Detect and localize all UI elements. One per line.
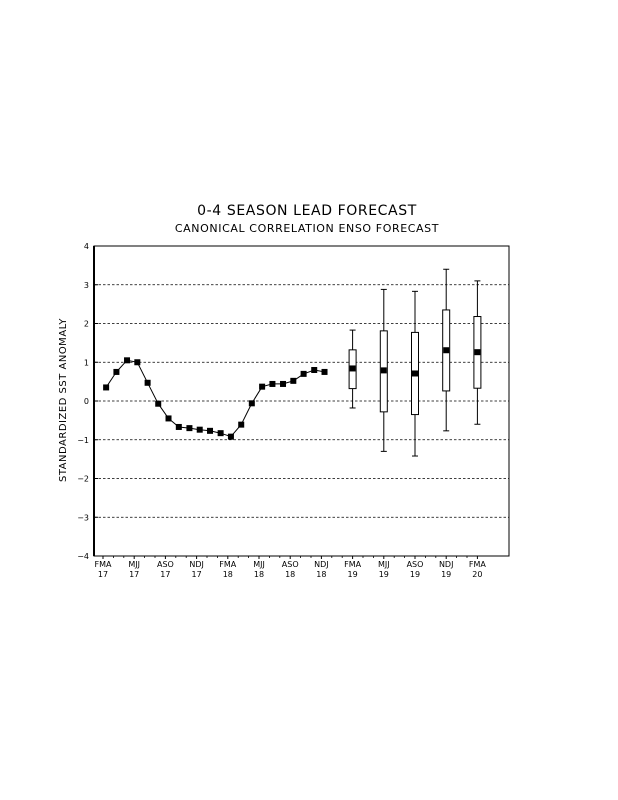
observed-point xyxy=(165,415,172,422)
x-tick-label-year: 17 xyxy=(160,570,170,579)
observed-point xyxy=(269,380,276,387)
x-tick-label-season: FMA xyxy=(95,560,113,569)
y-tick-label: 2 xyxy=(84,320,89,329)
chart-title: 0-4 SEASON LEAD FORECAST xyxy=(197,203,417,219)
observed-point xyxy=(259,383,266,390)
x-tick-label-season: FMA xyxy=(469,560,487,569)
y-tick-label: 0 xyxy=(84,397,89,406)
forecast-mean xyxy=(412,370,418,377)
x-tick-label-year: 19 xyxy=(441,570,451,579)
chart-subtitle: CANONICAL CORRELATION ENSO FORECAST xyxy=(175,222,439,235)
observed-point xyxy=(238,421,245,428)
x-tick-label-year: 18 xyxy=(285,570,295,579)
observed-point xyxy=(155,400,162,407)
axes: −4−3−2−101234FMA17MJJ17ASO17NDJ17FMA18MJ… xyxy=(77,242,510,579)
observed-point xyxy=(321,368,328,375)
observed-point xyxy=(290,377,297,384)
x-tick-label-season: MJJ xyxy=(253,560,265,569)
observed-point xyxy=(217,430,224,437)
observed-point xyxy=(144,379,151,386)
x-tick-label-year: 19 xyxy=(379,570,389,579)
observed-point xyxy=(103,384,110,391)
x-tick-label-year: 19 xyxy=(410,570,420,579)
forecast-mean xyxy=(443,347,450,354)
observed-line xyxy=(105,359,325,438)
gridlines xyxy=(94,284,509,518)
y-tick-label: −2 xyxy=(77,475,89,484)
x-tick-label-season: MJJ xyxy=(378,560,390,569)
x-tick-label-season: ASO xyxy=(407,560,424,569)
observed-point xyxy=(134,359,141,366)
observed-point xyxy=(175,423,182,430)
y-axis-label: STANDARDIZED SST ANOMALY xyxy=(58,318,69,482)
x-tick-label-season: MJJ xyxy=(128,560,140,569)
forecast-mean xyxy=(349,365,356,372)
x-tick-label-season: NDJ xyxy=(439,560,454,569)
observed-point xyxy=(113,368,120,375)
x-tick-label-season: NDJ xyxy=(314,560,329,569)
x-tick-label-year: 18 xyxy=(254,570,264,579)
observed-point xyxy=(196,426,203,433)
x-tick-label-year: 17 xyxy=(98,570,108,579)
observed-point xyxy=(186,425,193,432)
x-tick-label-season: ASO xyxy=(282,560,299,569)
observed-series xyxy=(103,357,328,440)
x-tick-label-season: FMA xyxy=(344,560,362,569)
x-tick-label-year: 19 xyxy=(348,570,358,579)
observed-point xyxy=(280,380,287,387)
x-tick-label-year: 18 xyxy=(316,570,326,579)
forecast-mean xyxy=(380,367,387,374)
x-tick-label-year: 20 xyxy=(472,570,482,579)
observed-point xyxy=(311,367,318,373)
observed-point xyxy=(248,400,255,407)
observed-point xyxy=(227,433,234,440)
observed-point xyxy=(300,370,307,377)
y-tick-label: 1 xyxy=(84,358,89,367)
x-tick-label-year: 17 xyxy=(129,570,139,579)
y-tick-label: 3 xyxy=(84,281,89,290)
x-tick-label-year: 18 xyxy=(223,570,233,579)
y-tick-label: −4 xyxy=(77,552,89,561)
forecast-mean xyxy=(474,349,481,356)
observed-point xyxy=(207,427,214,434)
x-tick-label-season: NDJ xyxy=(189,560,204,569)
x-tick-label-year: 17 xyxy=(192,570,202,579)
y-tick-label: −3 xyxy=(77,513,89,522)
x-tick-label-season: FMA xyxy=(219,560,237,569)
x-tick-label-season: ASO xyxy=(157,560,174,569)
y-tick-label: 4 xyxy=(84,242,89,251)
y-tick-label: −1 xyxy=(77,436,89,445)
observed-point xyxy=(124,357,131,364)
forecast-boxes xyxy=(348,268,482,457)
